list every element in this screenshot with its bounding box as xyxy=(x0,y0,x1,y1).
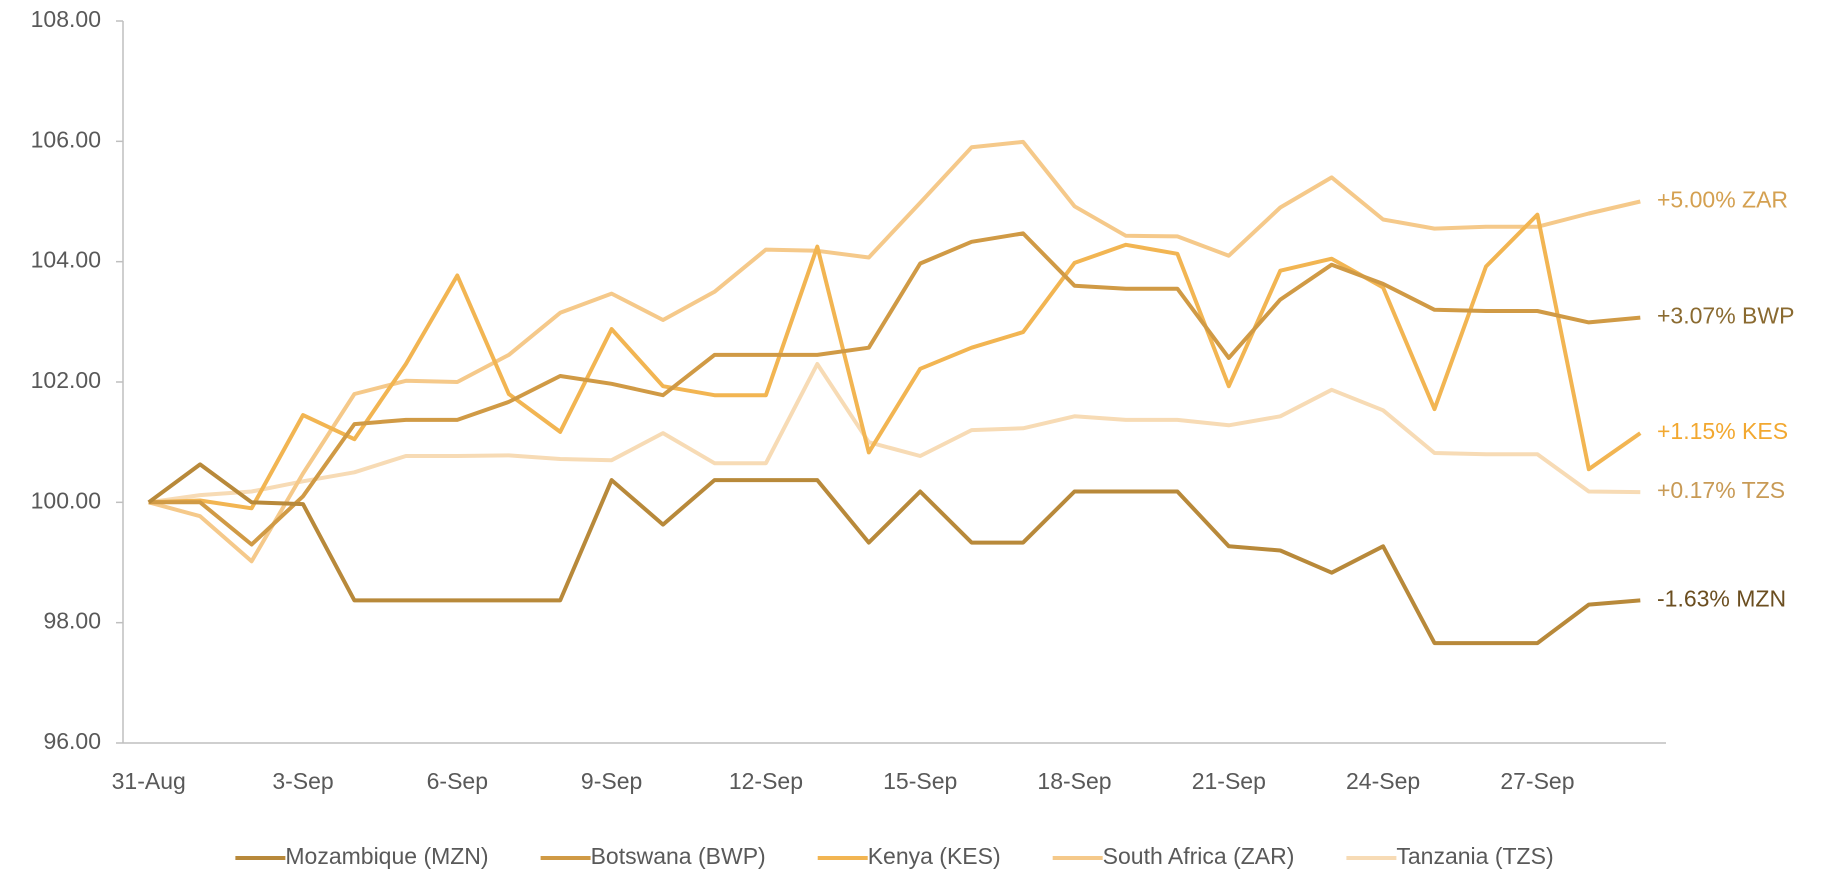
legend-label: Mozambique (MZN) xyxy=(285,843,488,869)
x-tick-label: 31-Aug xyxy=(112,768,186,794)
legend-label: Botswana (BWP) xyxy=(591,843,766,869)
end-label: +1.15% KES xyxy=(1657,418,1788,444)
x-tick-label: 9-Sep xyxy=(581,768,642,794)
series-line xyxy=(148,362,1641,505)
x-tick-label: 21-Sep xyxy=(1192,768,1266,794)
series-line xyxy=(148,139,1641,564)
end-label: +3.07% BWP xyxy=(1657,303,1794,329)
y-tick-label: 96.00 xyxy=(43,728,101,754)
series-line xyxy=(148,212,1642,511)
x-tick-label: 3-Sep xyxy=(272,768,333,794)
legend-label: Tanzania (TZS) xyxy=(1396,843,1553,869)
x-tick-label: 27-Sep xyxy=(1500,768,1574,794)
y-tick-label: 104.00 xyxy=(31,247,101,273)
x-tick-label: 15-Sep xyxy=(883,768,957,794)
end-label: +0.17% TZS xyxy=(1657,477,1785,503)
series-line xyxy=(148,231,1641,547)
y-tick-label: 102.00 xyxy=(31,367,101,393)
series-line xyxy=(147,462,1641,646)
y-tick-label: 106.00 xyxy=(31,126,101,152)
legend-label: South Africa (ZAR) xyxy=(1103,843,1295,869)
y-tick-label: 100.00 xyxy=(31,487,101,513)
y-tick-label: 108.00 xyxy=(31,6,101,32)
x-tick-label: 12-Sep xyxy=(729,768,803,794)
end-label: -1.63% MZN xyxy=(1657,585,1786,611)
legend-label: Kenya (KES) xyxy=(868,843,1001,869)
end-label: +5.00% ZAR xyxy=(1657,187,1788,213)
y-tick-label: 98.00 xyxy=(43,608,101,634)
x-tick-label: 18-Sep xyxy=(1037,768,1111,794)
x-tick-label: 24-Sep xyxy=(1346,768,1420,794)
x-tick-label: 6-Sep xyxy=(427,768,488,794)
